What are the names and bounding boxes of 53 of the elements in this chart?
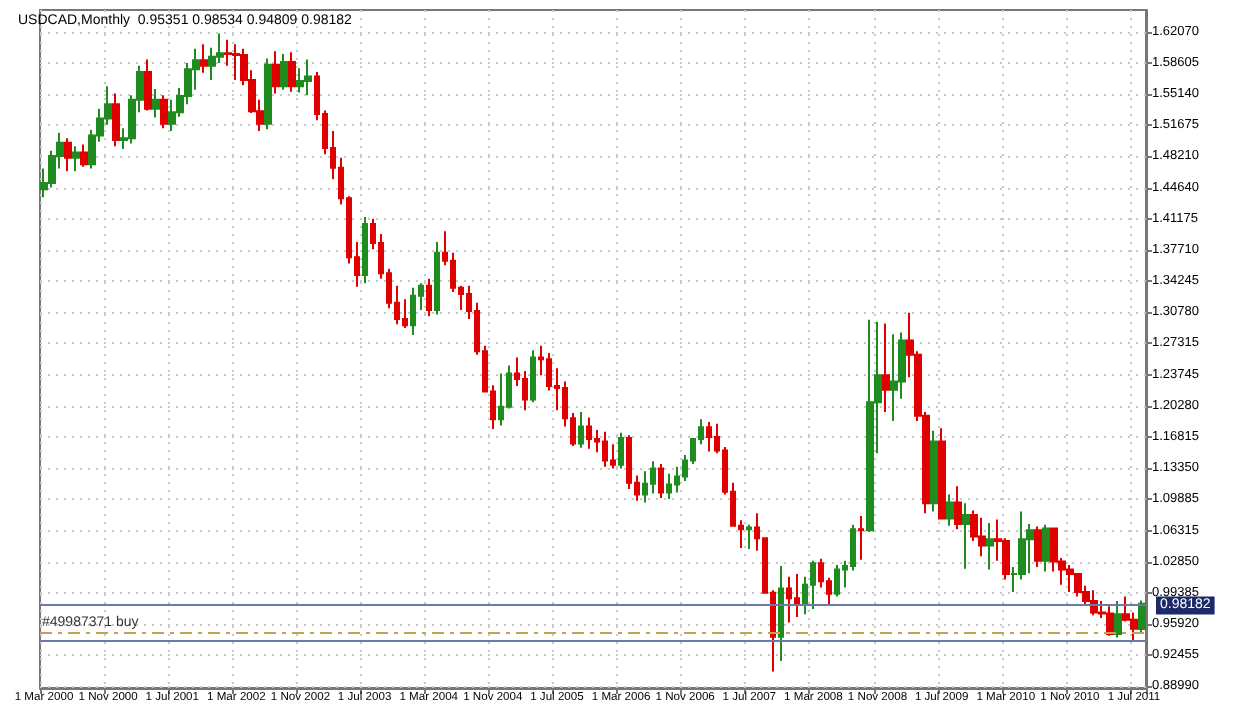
candlestick <box>882 322 890 414</box>
candlestick <box>946 493 954 527</box>
candlestick <box>426 277 432 318</box>
candlestick <box>786 575 792 624</box>
candlestick <box>666 472 672 500</box>
candlestick <box>530 349 536 404</box>
candlestick <box>834 564 840 598</box>
candlestick <box>938 427 946 520</box>
candlestick <box>746 523 752 550</box>
candlestick <box>586 416 592 450</box>
candlestick <box>978 516 986 558</box>
candlestick <box>362 215 368 285</box>
candlestick <box>64 137 72 173</box>
candlestick <box>650 460 656 495</box>
candlestick <box>962 502 970 570</box>
candlestick <box>810 559 816 610</box>
candlestick <box>1066 564 1074 593</box>
candlestick <box>1106 605 1114 637</box>
candlestick <box>1114 599 1122 639</box>
candlestick <box>794 573 800 619</box>
candlestick <box>288 51 296 93</box>
candlestick <box>618 431 624 470</box>
candlestick <box>602 430 608 468</box>
candlestick <box>200 43 208 74</box>
candlestick <box>1074 572 1082 598</box>
candlestick <box>264 57 272 131</box>
candlestick <box>954 485 962 531</box>
candlestick <box>144 58 152 112</box>
candlestick <box>890 333 898 423</box>
candlestick <box>498 372 504 427</box>
candlestick <box>858 514 864 561</box>
candlestick <box>272 50 280 95</box>
candlestick <box>232 43 240 81</box>
candlestick <box>112 92 120 148</box>
candlestick <box>778 565 784 662</box>
candlestick <box>578 411 584 449</box>
candlestick <box>80 143 88 168</box>
candlestick <box>866 318 874 533</box>
candlestick <box>986 522 994 571</box>
candlestick <box>1042 523 1050 573</box>
candlestick <box>280 53 288 91</box>
candlestick <box>296 67 304 94</box>
candlestick <box>1138 599 1146 635</box>
candlestick <box>72 145 80 173</box>
candlestick <box>160 94 168 130</box>
candlestick <box>1034 525 1042 568</box>
candlestick <box>706 420 712 453</box>
candlestick <box>658 462 664 499</box>
candlestick <box>930 429 938 513</box>
candlestick <box>304 58 312 97</box>
candlestick <box>434 241 440 316</box>
candlestick <box>410 286 416 337</box>
candlestick <box>152 87 160 119</box>
